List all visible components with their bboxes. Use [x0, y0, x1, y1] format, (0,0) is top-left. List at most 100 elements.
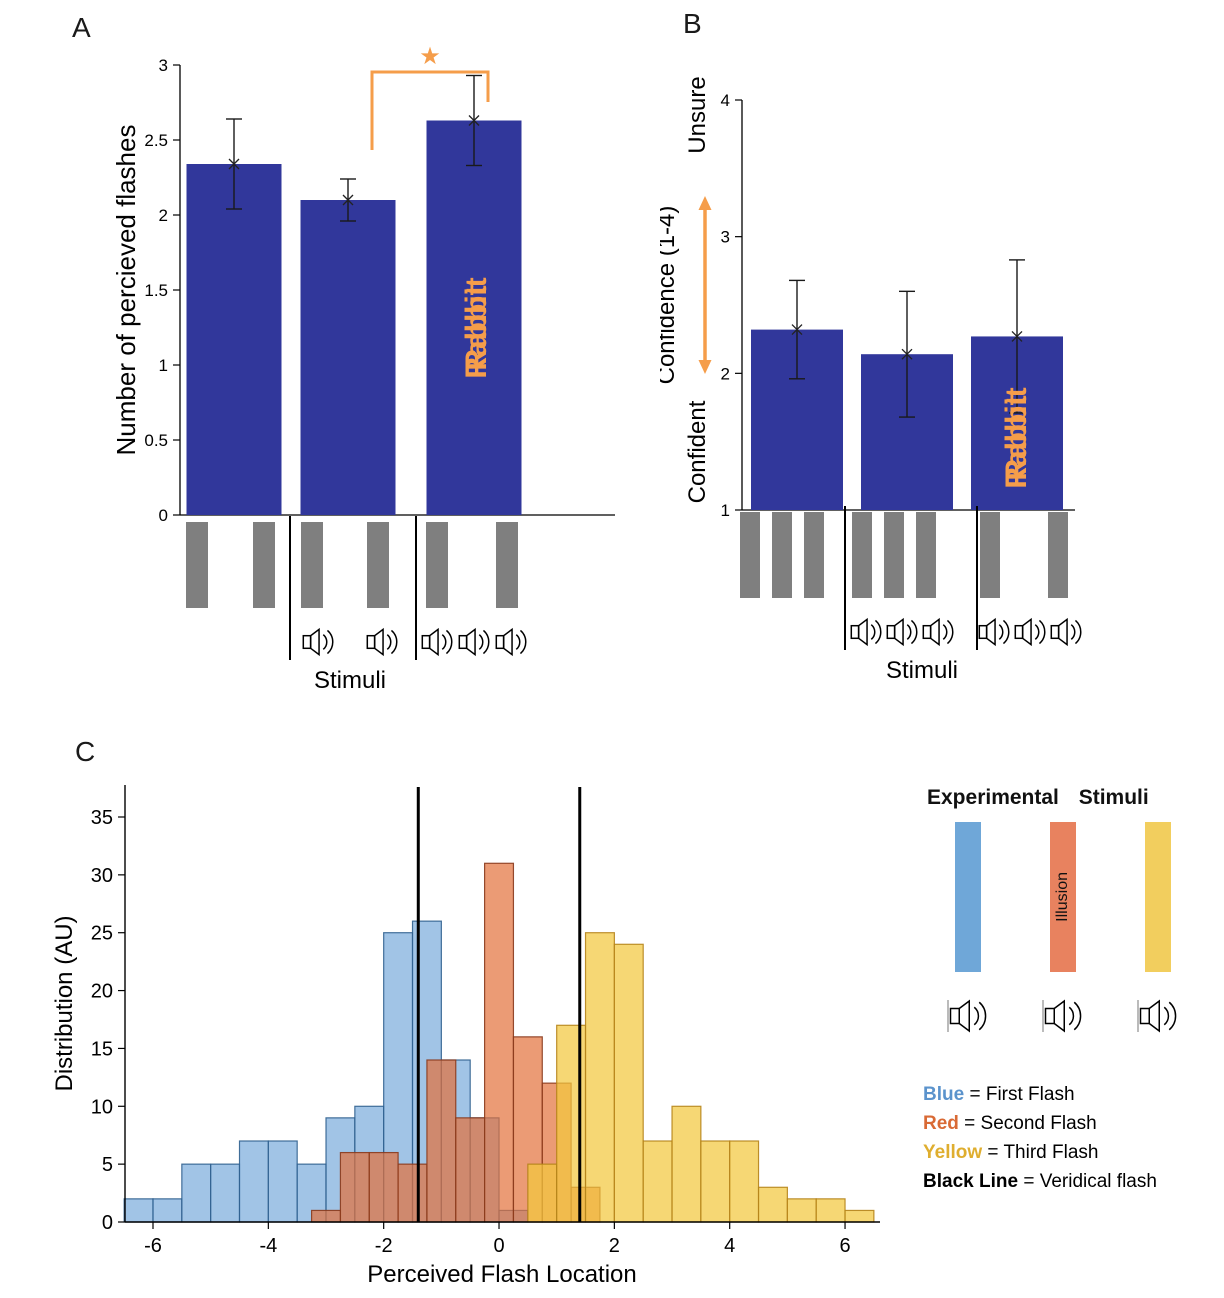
speaker-cone	[893, 617, 904, 647]
x-tick-label: -2	[375, 1235, 393, 1257]
arrow-up-icon	[698, 196, 712, 210]
y-tick-label: 35	[91, 807, 113, 829]
x-tick-label: 2	[609, 1235, 620, 1257]
speaker-body	[1139, 1007, 1150, 1025]
speaker-icon	[421, 627, 453, 657]
hist-bar-yellow	[757, 1186, 788, 1223]
mean-marker	[791, 324, 803, 336]
legend: Experimental Stimuli Illusion Blue = Fir…	[905, 772, 1220, 1196]
hist-bar-yellow	[844, 1209, 875, 1223]
speaker-body	[922, 624, 932, 640]
y-tick-label: 3	[721, 228, 730, 247]
legend-speaker	[947, 999, 987, 1033]
speaker-wave-icon	[515, 634, 521, 650]
hist-bar-blue	[238, 1140, 269, 1223]
flash-rect	[804, 512, 824, 598]
unsure-label: Unsure	[684, 76, 711, 153]
hist-bar-yellow	[613, 943, 644, 1223]
panel-a-label: A	[72, 12, 91, 43]
y-tick-label: 2.5	[144, 131, 168, 150]
flash-rect	[1048, 512, 1068, 598]
speaker-body	[886, 624, 896, 640]
speaker-body	[495, 634, 505, 650]
flash-rect	[916, 512, 936, 598]
flash-rect	[772, 512, 792, 598]
hist-bar-yellow	[700, 1140, 731, 1223]
y-tick-label: 20	[91, 981, 113, 1003]
y-axis-title: Number of percieved flashes	[111, 125, 141, 456]
y-tick-label: 0	[159, 506, 168, 525]
speaker-body	[978, 624, 988, 640]
y-tick-label: 1.5	[144, 281, 168, 300]
speaker-wave-icon	[998, 624, 1004, 640]
speaker-icon	[302, 627, 334, 657]
first-flash-stimulus-swatch	[955, 822, 981, 972]
legend-swatches: Illusion	[945, 822, 1220, 1036]
speaker-cone	[309, 627, 320, 657]
hist-bar-red	[455, 1117, 486, 1223]
hist-bar-blue	[210, 1163, 241, 1223]
legend-title: Experimental Stimuli	[927, 786, 1149, 809]
confident-label: Confident	[684, 400, 711, 503]
x-tick-label: 4	[724, 1235, 735, 1257]
speaker-wave-icon	[1070, 624, 1076, 640]
legend-entries: Blue = First Flash Red = Second Flash Yell…	[923, 1080, 1220, 1196]
speaker-cone	[465, 627, 476, 657]
speaker-icon	[495, 627, 527, 657]
speaker-wave-icon	[1038, 619, 1046, 645]
bar	[186, 164, 282, 515]
arrow-down-icon	[698, 360, 712, 374]
x-axis-title: Perceived Flash Location	[367, 1261, 636, 1288]
speaker-body	[949, 1007, 960, 1025]
speaker-cone	[985, 617, 996, 647]
speaker-wave-icon	[322, 634, 328, 650]
y-tick-label: 2	[159, 206, 168, 225]
x-tick-label: -4	[259, 1235, 277, 1257]
mean-marker	[228, 158, 240, 170]
y-tick-label: 1	[721, 501, 730, 520]
rabbit-label: Rabbit	[1000, 395, 1033, 488]
rabbit-label: Rabbit	[460, 285, 493, 378]
y-tick-label: 0	[102, 1212, 113, 1234]
second-flash-stimulus-swatch: Illusion	[1050, 822, 1076, 972]
flash-rect	[980, 512, 1000, 598]
hist-bar-blue	[123, 1198, 154, 1223]
speaker-wave-icon	[482, 629, 490, 655]
mean-marker	[468, 115, 480, 126]
speaker-wave-icon	[1068, 1006, 1075, 1026]
legend-entry-text: = First Flash	[964, 1084, 1075, 1105]
y-tick-label: 3	[159, 56, 168, 75]
speaker-wave-icon	[1168, 1001, 1177, 1031]
speaker-cone	[857, 617, 868, 647]
speaker-wave-icon	[874, 619, 882, 645]
hist-bar-yellow	[584, 932, 615, 1223]
hist-bar-red	[426, 1059, 457, 1223]
speaker-wave-icon	[1002, 619, 1010, 645]
y-tick-label: 4	[721, 91, 730, 110]
speaker-wave-icon	[519, 629, 527, 655]
speaker-body	[458, 634, 468, 650]
bar	[300, 200, 396, 515]
speaker-wave-icon	[973, 1006, 980, 1026]
speaker-cone	[1021, 617, 1032, 647]
significance-star: ★	[419, 43, 441, 70]
legend-entry: Black Line = Veridical flash	[923, 1167, 1220, 1196]
legend-entry: Red = Second Flash	[923, 1109, 1220, 1138]
hist-bar-yellow	[642, 1140, 673, 1223]
hist-bar-yellow	[729, 1140, 760, 1223]
significance-bracket	[370, 70, 490, 150]
mean-marker	[901, 348, 913, 360]
panel-b-chart: 1 2 3 4 Unsure Confidence (1-4)Confident Rabbi…	[660, 76, 1082, 684]
panel-a-chart: 0 0.5 1 1.5 2 2.5 3 Number of percieved flashes…	[111, 43, 615, 694]
speaker-body	[302, 634, 312, 650]
hist-bar-yellow	[815, 1198, 846, 1223]
speaker-cone	[929, 617, 940, 647]
flash-rect	[301, 522, 323, 608]
speaker-icon	[886, 617, 918, 647]
speaker-icon	[1050, 617, 1082, 647]
speaker-cone	[1053, 999, 1065, 1033]
hist-bar-blue	[181, 1163, 212, 1223]
speaker-icon	[850, 617, 882, 647]
second-flash-stimulus-column: Illusion	[1040, 822, 1086, 1036]
